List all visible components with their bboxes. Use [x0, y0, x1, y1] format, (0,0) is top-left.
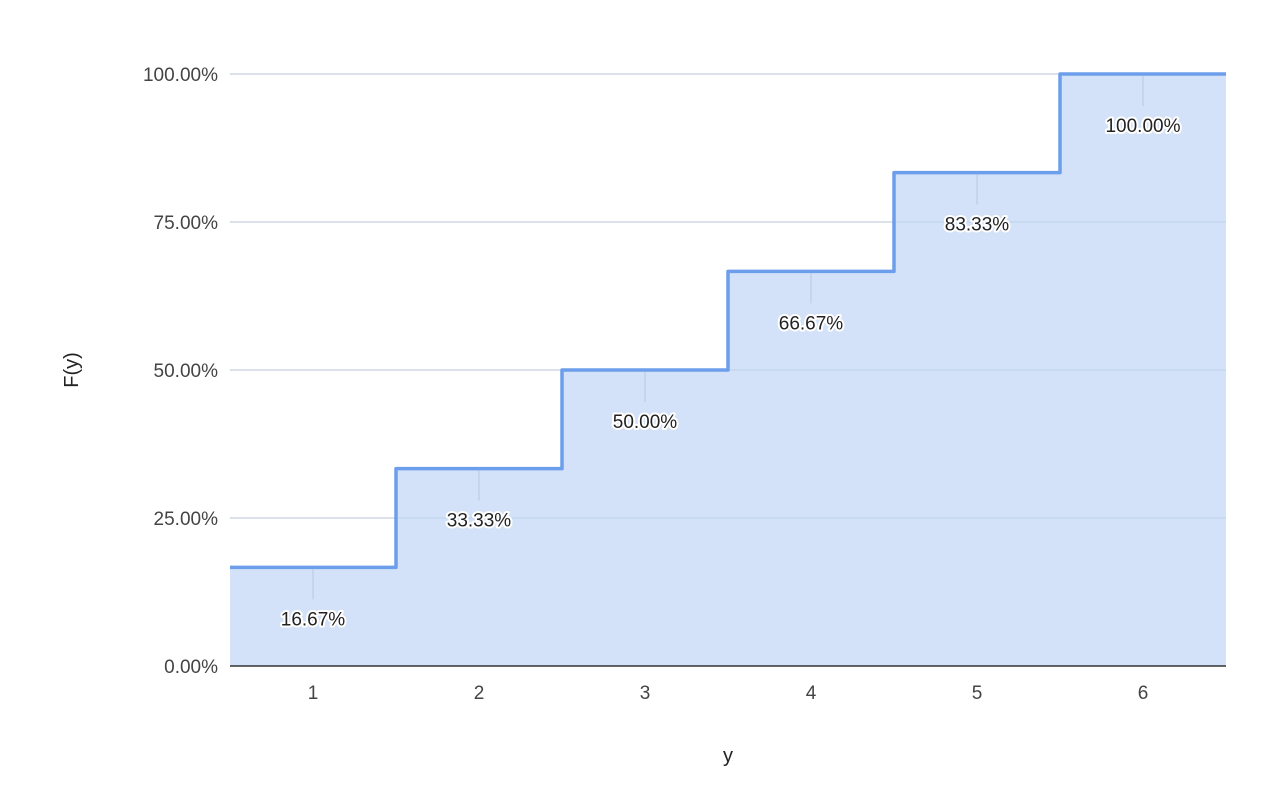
x-tick-label: 3 [640, 683, 651, 704]
data-label: 66.67% [779, 313, 844, 334]
x-tick-label: 2 [474, 683, 485, 704]
data-labels: 16.67% 33.33% 50.00% 66.67% 83.33% 100.00% [279, 76, 1183, 632]
y-axis-ticks: 0.00% 25.00% 50.00% 75.00% 100.00% [143, 65, 218, 678]
y-tick-label: 100.00% [143, 65, 218, 86]
data-label: 33.33% [447, 511, 512, 532]
y-tick-label: 0.00% [164, 657, 218, 678]
plot-area [230, 72, 1226, 667]
y-tick-label: 25.00% [154, 509, 219, 530]
x-axis-title: y [723, 745, 733, 767]
data-label: 16.67% [281, 609, 346, 630]
data-label: 100.00% [1105, 116, 1180, 137]
data-label: 83.33% [945, 215, 1010, 236]
x-tick-label: 1 [308, 683, 319, 704]
y-axis-title: F(y) [61, 352, 83, 388]
step-line [230, 72, 1226, 570]
x-axis-ticks: 1 2 3 4 5 6 [308, 683, 1149, 704]
x-tick-label: 4 [806, 683, 817, 704]
y-tick-label: 75.00% [154, 213, 219, 234]
y-tick-label: 50.00% [154, 361, 219, 382]
x-tick-label: 5 [972, 683, 983, 704]
x-tick-label: 6 [1138, 683, 1149, 704]
data-label: 50.00% [613, 412, 678, 433]
